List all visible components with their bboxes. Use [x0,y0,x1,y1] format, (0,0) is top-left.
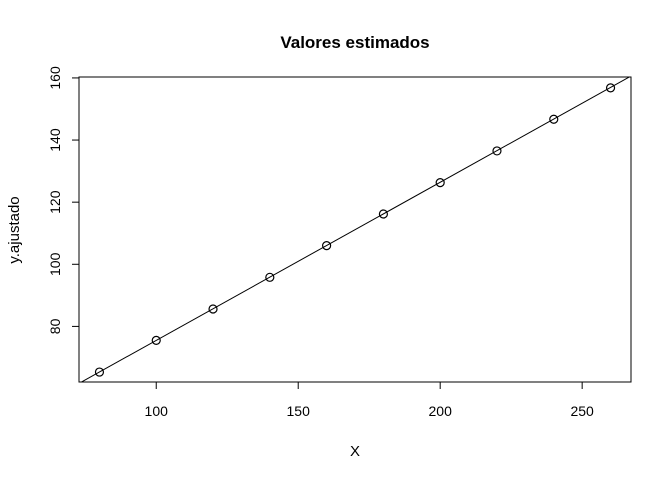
x-tick-label: 150 [287,403,311,419]
plot-content [80,77,631,382]
fit-line [80,77,631,382]
data-point [208,304,218,314]
x-tick-label: 250 [570,403,594,419]
data-point [151,335,161,345]
data-point [265,272,275,282]
data-point [605,83,616,93]
y-tick-label: 160 [47,66,63,90]
y-tick-label: 120 [47,190,63,214]
data-point [549,114,559,124]
chart-title: Valores estimados [280,33,429,52]
x-axis-label: X [350,443,360,460]
data-point [492,146,502,156]
x-tick-label: 100 [145,403,169,419]
y-axis: 80 100 120 140 160 [47,66,80,334]
y-axis-label: y.ajustado [6,196,23,263]
data-point [378,209,388,219]
data-point [94,367,105,377]
data-point [435,178,445,188]
y-tick-label: 140 [47,128,63,152]
y-tick-label: 80 [47,318,63,334]
x-tick-label: 200 [429,403,453,419]
y-tick-label: 100 [47,252,63,276]
data-point [322,241,332,251]
x-axis: 100 150 200 250 [145,381,594,419]
